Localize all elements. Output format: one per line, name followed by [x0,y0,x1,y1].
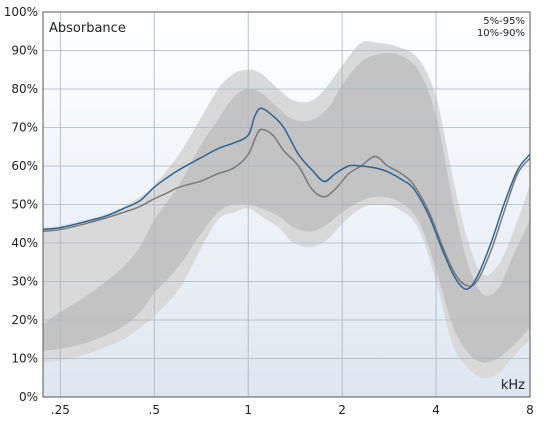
y-tick-label: 0% [19,390,38,404]
y-tick-label: 80% [11,82,38,96]
y-tick-label: 70% [11,121,38,135]
y-tick-label: 10% [11,352,38,366]
plot-frame [42,11,531,398]
y-tick-label: 40% [11,236,38,250]
x-tick-label: 1 [244,403,252,417]
series-line-0 [42,128,531,287]
y-tick-labels: 0% 10% 20% 30% 40% 50% 60% 70% 80% 90% 100% [4,5,38,404]
x-axis-label: kHz [501,378,525,393]
legend-entry-10-90: 10%-90% [477,28,525,39]
band-1 [43,52,530,363]
x-tick-labels: .25 .5 1 2 4 8 [51,403,534,417]
y-tick-label: 90% [11,44,38,58]
y-tick-label: 30% [11,275,38,289]
x-tick-label: 4 [432,403,440,417]
x-tick-label: 2 [338,403,346,417]
series-lines [42,107,531,290]
y-tick-label: 50% [11,198,38,212]
y-tick-label: 20% [11,313,38,327]
legend-entry-5-95: 5%-95% [483,16,525,27]
y-tick-label: 100% [4,5,38,19]
y-tick-label: 60% [11,159,38,173]
percentile-bands [43,40,530,379]
series-line-1 [42,107,531,290]
y-axis-label: Absorbance [49,21,126,36]
x-tick-label: .25 [51,403,70,417]
x-tick-label: 8 [526,403,534,417]
x-tick-label: .5 [149,403,160,417]
